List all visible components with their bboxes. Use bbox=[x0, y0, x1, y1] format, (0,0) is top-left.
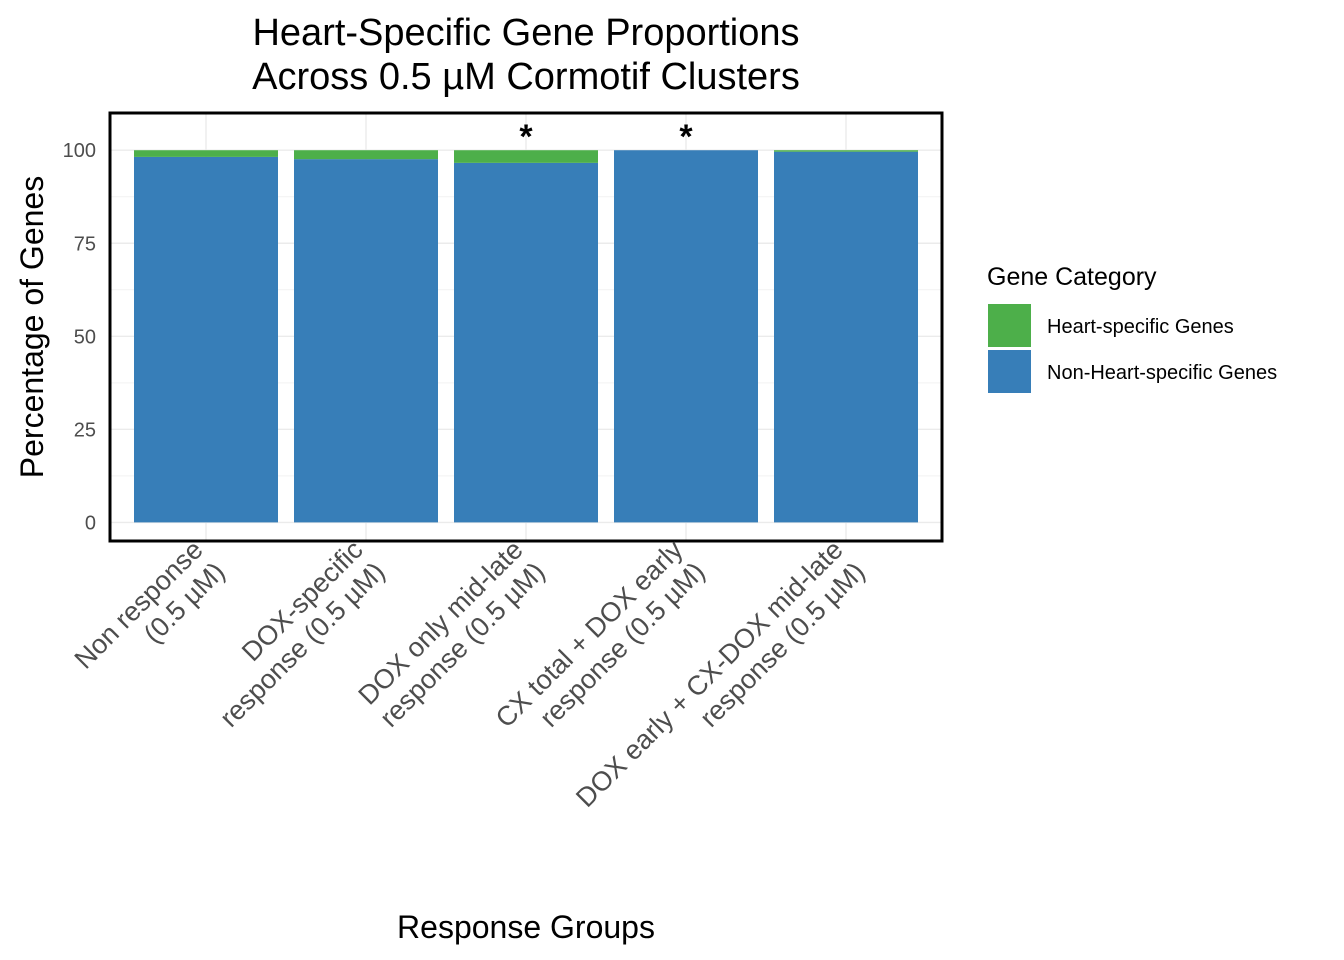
chart-title-line-2: Across 0.5 µM Cormotif Clusters bbox=[252, 56, 800, 98]
bar-non-heart-specific-genes-1 bbox=[134, 156, 278, 523]
bar-non-heart-specific-genes-5 bbox=[774, 151, 918, 523]
x-axis-title: Response Groups bbox=[397, 909, 655, 945]
significance-marker: * bbox=[519, 118, 533, 156]
bar-heart-specific-genes-5 bbox=[774, 150, 918, 152]
y-axis-ticks: 0 25 50 75 100 bbox=[63, 140, 96, 534]
y-tick-label: 75 bbox=[74, 233, 96, 255]
bar-non-heart-specific-genes-2 bbox=[294, 159, 438, 523]
x-axis-ticks: Non response(0.5 µM) DOX-specificresponse… bbox=[69, 534, 871, 813]
plot-panel-border bbox=[108, 111, 944, 543]
chart-title-line-1: Heart-Specific Gene Proportions bbox=[252, 12, 799, 54]
legend-key bbox=[988, 304, 1031, 347]
significance-annotations: * * bbox=[519, 118, 693, 156]
bar-non-heart-specific-genes-3 bbox=[454, 162, 598, 523]
y-tick-label: 25 bbox=[74, 419, 96, 441]
bar-heart-specific-genes-3 bbox=[454, 150, 598, 163]
bar-heart-specific-genes-2 bbox=[294, 150, 438, 160]
legend-label: Non-Heart-specific Genes bbox=[1047, 362, 1277, 384]
legend: Gene Category Heart-specific Genes Non-He… bbox=[987, 263, 1277, 393]
y-tick-label: 100 bbox=[63, 140, 96, 162]
y-tick-label: 0 bbox=[85, 512, 96, 534]
bar-non-heart-specific-genes-4 bbox=[614, 150, 758, 523]
bar-heart-specific-genes-1 bbox=[134, 150, 278, 157]
y-axis-title: Percentage of Genes bbox=[14, 176, 50, 478]
y-tick-label: 50 bbox=[74, 326, 96, 348]
legend-key bbox=[988, 350, 1031, 393]
plot-bars bbox=[134, 150, 918, 523]
significance-marker: * bbox=[679, 118, 693, 156]
legend-title: Gene Category bbox=[987, 263, 1157, 291]
chart-title: Heart-Specific Gene Proportions Across 0… bbox=[252, 12, 800, 98]
x-tick-label: Non response(0.5 µM) bbox=[69, 534, 231, 674]
legend-label: Heart-specific Genes bbox=[1047, 316, 1234, 338]
